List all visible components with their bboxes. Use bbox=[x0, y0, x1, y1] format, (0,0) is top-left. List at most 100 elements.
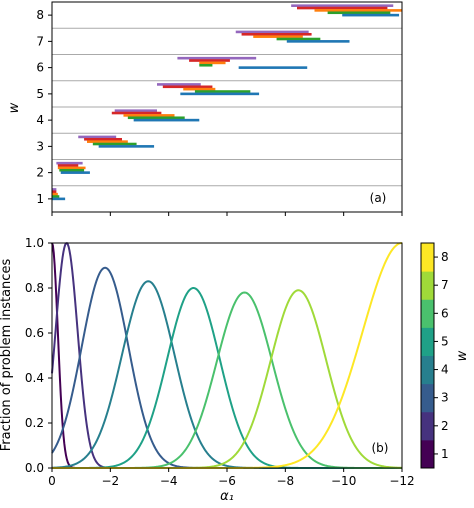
interval-bar bbox=[57, 164, 79, 167]
panel-a: 1 2 3 4 5 6 7 8 w (a) bbox=[7, 1, 403, 216]
panel-b-ylabel: Fraction of problem instances bbox=[0, 259, 14, 452]
xtick-label: −6 bbox=[218, 474, 236, 488]
panel-a-xticks bbox=[51, 212, 403, 216]
colorbar-block bbox=[421, 243, 434, 272]
panel-b-xlabel: α₁ bbox=[220, 489, 234, 504]
ytick-label: 0.2 bbox=[25, 416, 44, 430]
interval-bar bbox=[123, 114, 175, 117]
interval-bar bbox=[52, 195, 60, 198]
ytick-label: 2 bbox=[36, 166, 44, 180]
interval-bar bbox=[52, 197, 66, 201]
interval-bar bbox=[127, 116, 185, 120]
interval-bar bbox=[111, 111, 162, 115]
ytick-label: 0.4 bbox=[25, 371, 44, 385]
panel-a-label: (a) bbox=[370, 191, 387, 205]
interval-bar bbox=[286, 40, 350, 43]
interval-bar bbox=[241, 32, 312, 36]
interval-bar bbox=[60, 171, 90, 174]
interval-bar bbox=[57, 166, 86, 170]
interval-bar bbox=[276, 37, 321, 41]
interval-bar bbox=[52, 192, 58, 196]
interval-bar bbox=[162, 85, 213, 89]
interval-bar bbox=[238, 66, 308, 69]
colorbar-tick-label: 5 bbox=[441, 334, 449, 348]
xtick-label: 0 bbox=[48, 474, 56, 488]
colorbar-label: w bbox=[455, 350, 470, 361]
ytick-label: 1 bbox=[36, 192, 44, 206]
panel-b-yticks: 0.0 0.2 0.4 0.6 0.8 1.0 bbox=[25, 236, 52, 475]
xtick-label: −4 bbox=[160, 474, 178, 488]
interval-bar bbox=[199, 63, 213, 67]
colorbar-tick-label: 4 bbox=[441, 363, 449, 377]
ytick-label: 5 bbox=[36, 87, 44, 101]
ytick-label: 4 bbox=[36, 113, 44, 127]
interval-bar bbox=[342, 13, 400, 17]
interval-bar bbox=[177, 56, 257, 60]
colorbar-tick-label: 3 bbox=[441, 391, 449, 405]
ytick-label: 6 bbox=[36, 61, 44, 75]
panel-b-label: (b) bbox=[372, 441, 389, 455]
interval-bar bbox=[59, 168, 85, 172]
ytick-label: 0.8 bbox=[25, 281, 44, 295]
panel-b-xticks: 0 −2 −4 −6 −8 −10 −12 bbox=[48, 468, 415, 488]
ytick-label: 8 bbox=[36, 8, 44, 22]
interval-bar bbox=[92, 142, 137, 146]
interval-bar bbox=[180, 92, 260, 96]
row-separators bbox=[52, 27, 402, 187]
colorbar-block bbox=[421, 327, 434, 356]
colorbar-tick-label: 2 bbox=[441, 419, 449, 433]
colorbar-frame bbox=[420, 242, 435, 469]
series-line bbox=[52, 289, 403, 469]
panel-a-yticks: 1 2 3 4 5 6 7 8 bbox=[36, 8, 52, 206]
panel-a-ylabel: w bbox=[7, 102, 22, 113]
colorbar-blocks bbox=[421, 243, 434, 469]
interval-bar bbox=[114, 109, 157, 112]
interval-bar bbox=[87, 140, 128, 143]
colorbar-tick-label: 6 bbox=[441, 306, 449, 320]
ytick-label: 0.0 bbox=[25, 461, 44, 475]
xtick-label: −8 bbox=[276, 474, 294, 488]
colorbar-tick-label: 8 bbox=[441, 250, 449, 264]
xtick-label: −10 bbox=[331, 474, 356, 488]
interval-bar bbox=[98, 145, 155, 148]
interval-bar bbox=[78, 135, 117, 139]
ytick-label: 1.0 bbox=[25, 236, 44, 250]
interval-bar bbox=[52, 190, 57, 194]
interval-bar bbox=[199, 61, 226, 65]
colorbar-block bbox=[421, 271, 434, 300]
interval-bar bbox=[291, 4, 394, 7]
interval-bars bbox=[52, 4, 402, 201]
colorbar-block bbox=[421, 355, 434, 385]
interval-bar bbox=[253, 35, 303, 38]
panel-b: 0 −2 −4 −6 −8 −10 −12 0.0 0.2 0.4 0.6 0.8 1.0 α₁ Fr… bbox=[0, 236, 415, 504]
ytick-label: 0.6 bbox=[25, 326, 44, 340]
colorbar-tick-label: 1 bbox=[441, 447, 449, 461]
interval-bar bbox=[157, 83, 201, 86]
colorbar-block bbox=[421, 299, 434, 328]
ytick-label: 7 bbox=[36, 34, 44, 48]
series-line bbox=[52, 291, 402, 469]
interval-bar bbox=[327, 11, 391, 15]
colorbar-block bbox=[421, 439, 434, 469]
interval-bar bbox=[52, 188, 57, 191]
colorbar-ticks: 1 2 3 4 5 6 7 8 bbox=[434, 250, 449, 461]
interval-bar bbox=[235, 30, 309, 34]
xtick-label: −2 bbox=[101, 474, 119, 488]
colorbar-block bbox=[421, 383, 434, 413]
interval-bar bbox=[297, 6, 388, 10]
fraction-lines bbox=[51, 241, 403, 469]
interval-bar bbox=[84, 137, 122, 141]
colorbar: 1 2 3 4 5 6 7 8 w bbox=[420, 242, 470, 469]
xtick-label: −12 bbox=[389, 474, 414, 488]
colorbar-tick-label: 7 bbox=[441, 278, 449, 292]
interval-bar bbox=[183, 87, 216, 91]
interval-bar bbox=[56, 161, 83, 165]
interval-bar bbox=[133, 118, 200, 122]
interval-bar bbox=[194, 90, 251, 93]
colorbar-block bbox=[421, 411, 434, 441]
ytick-label: 3 bbox=[36, 139, 44, 153]
interval-bar bbox=[189, 59, 230, 62]
series-line bbox=[51, 266, 402, 469]
interval-bar bbox=[314, 9, 402, 12]
